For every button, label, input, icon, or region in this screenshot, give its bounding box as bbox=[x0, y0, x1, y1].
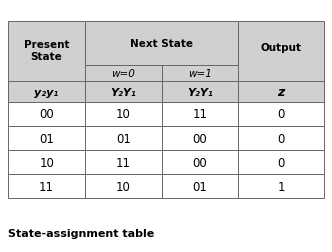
Text: 00: 00 bbox=[193, 156, 207, 169]
Text: 0: 0 bbox=[277, 108, 285, 121]
Text: 1: 1 bbox=[277, 180, 285, 193]
Bar bbox=[85, 66, 162, 82]
Bar bbox=[238, 174, 324, 198]
Text: 11: 11 bbox=[116, 156, 131, 169]
Bar bbox=[8, 21, 85, 103]
Text: 10: 10 bbox=[39, 156, 54, 169]
Bar bbox=[238, 127, 324, 150]
Bar bbox=[238, 103, 324, 127]
Text: 00: 00 bbox=[193, 132, 207, 145]
Bar bbox=[238, 82, 324, 103]
Text: 01: 01 bbox=[193, 180, 208, 193]
Bar bbox=[8, 150, 85, 174]
Bar bbox=[8, 127, 85, 150]
Bar bbox=[162, 150, 238, 174]
Bar bbox=[85, 174, 162, 198]
Bar bbox=[85, 127, 162, 150]
Text: Y₂Y₁: Y₂Y₁ bbox=[187, 87, 213, 97]
Text: 10: 10 bbox=[116, 180, 131, 193]
Text: y₂y₁: y₂y₁ bbox=[35, 87, 59, 97]
Bar bbox=[162, 174, 238, 198]
Text: 11: 11 bbox=[193, 108, 208, 121]
Text: 0: 0 bbox=[277, 156, 285, 169]
Bar bbox=[238, 150, 324, 174]
Bar bbox=[85, 150, 162, 174]
Bar bbox=[162, 66, 238, 82]
Bar bbox=[8, 174, 85, 198]
Text: Present
State: Present State bbox=[24, 40, 69, 61]
Bar bbox=[85, 103, 162, 127]
Text: Output: Output bbox=[261, 42, 301, 52]
Bar bbox=[85, 82, 162, 103]
Bar bbox=[162, 82, 238, 103]
Text: 11: 11 bbox=[39, 180, 54, 193]
Text: w=0: w=0 bbox=[111, 69, 135, 79]
Text: Y₂Y₁: Y₂Y₁ bbox=[110, 87, 136, 97]
Bar bbox=[85, 21, 238, 66]
Text: 01: 01 bbox=[116, 132, 131, 145]
Bar bbox=[8, 82, 85, 103]
Text: Next State: Next State bbox=[130, 39, 193, 48]
Text: w=1: w=1 bbox=[188, 69, 212, 79]
Text: 01: 01 bbox=[39, 132, 54, 145]
Bar bbox=[8, 103, 85, 127]
Bar bbox=[162, 103, 238, 127]
Text: z: z bbox=[277, 86, 285, 99]
Text: 0: 0 bbox=[277, 132, 285, 145]
Bar bbox=[162, 127, 238, 150]
Bar bbox=[238, 21, 324, 103]
Text: State-assignment table: State-assignment table bbox=[8, 228, 155, 238]
Text: 00: 00 bbox=[39, 108, 54, 121]
Text: 10: 10 bbox=[116, 108, 131, 121]
